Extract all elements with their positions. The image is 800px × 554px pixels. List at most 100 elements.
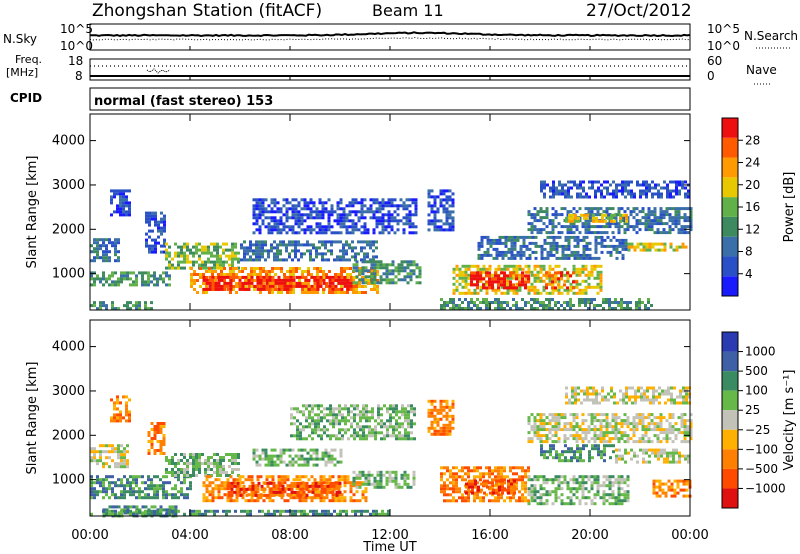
power-cell — [261, 207, 265, 211]
power-cell — [639, 183, 642, 187]
power-cell — [160, 232, 163, 236]
power-cell — [414, 213, 418, 217]
power-cell — [321, 240, 324, 244]
velocity-cell — [295, 496, 299, 500]
velocity-cell — [290, 413, 293, 417]
power-cell — [330, 252, 333, 256]
power-cell — [276, 219, 280, 223]
velocity-cell — [364, 476, 368, 480]
power-cell — [411, 198, 415, 202]
velocity-cell — [147, 452, 151, 455]
power-cell — [548, 219, 552, 223]
power-cell — [494, 307, 497, 310]
velocity-cell — [227, 484, 231, 488]
power-cell — [574, 219, 577, 223]
velocity-cell — [183, 474, 186, 477]
power-cell — [647, 222, 651, 226]
power-cell — [461, 270, 465, 274]
power-cell — [515, 274, 518, 278]
power-cell — [163, 244, 166, 248]
power-cell — [363, 240, 366, 244]
velocity-cell — [126, 509, 129, 513]
power-cell — [561, 253, 565, 257]
power-cell — [261, 219, 265, 223]
velocity-cell — [440, 478, 443, 482]
power-cell — [138, 307, 141, 311]
power-cell — [536, 301, 539, 304]
power-cell — [110, 213, 113, 217]
nsky-label: N.Sky — [3, 32, 37, 46]
velocity-cell — [446, 499, 449, 503]
velocity-cell — [392, 425, 395, 429]
power-cell — [235, 291, 238, 294]
power-cell — [336, 204, 340, 208]
power-cell — [480, 244, 484, 248]
power-cell — [494, 280, 497, 284]
power-cell — [464, 264, 468, 268]
velocity-cell — [232, 499, 236, 503]
power-cell — [231, 254, 234, 258]
velocity-cell — [297, 509, 300, 513]
velocity-cell — [473, 493, 476, 497]
velocity-cell — [365, 410, 368, 414]
power-cell — [439, 189, 443, 193]
velocity-cell — [385, 479, 389, 483]
power-cell — [384, 228, 388, 232]
velocity-cell — [338, 484, 342, 488]
velocity-cell — [99, 481, 102, 485]
power-cell — [126, 277, 129, 281]
power-cell — [165, 274, 168, 278]
power-cell — [294, 246, 297, 250]
power-cell — [301, 282, 304, 285]
power-cell — [148, 235, 151, 239]
velocity-cell — [403, 482, 407, 486]
power-cell — [225, 260, 228, 264]
velocity-cell — [345, 512, 348, 516]
power-cell — [477, 247, 481, 251]
velocity-cell — [359, 419, 362, 423]
power-cell — [120, 271, 123, 275]
velocity-cell — [256, 487, 260, 491]
power-cell — [519, 250, 523, 254]
power-cell — [297, 216, 301, 220]
power-cell — [339, 231, 343, 235]
power-cell — [387, 231, 391, 235]
velocity-cell — [347, 419, 350, 423]
power-cell — [672, 195, 675, 199]
power-cell — [418, 281, 422, 285]
power-cell — [409, 260, 413, 264]
velocity-cell — [225, 453, 228, 456]
power-cell — [195, 242, 198, 246]
velocity-cell — [356, 404, 359, 408]
velocity-cell — [509, 466, 512, 470]
power-cell — [180, 254, 183, 258]
power-cell — [491, 277, 494, 281]
velocity-cell — [380, 419, 383, 423]
velocity-cell — [111, 450, 114, 454]
power-cell — [533, 273, 537, 277]
power-cell — [261, 222, 265, 226]
velocity-cell — [286, 484, 290, 488]
power-cell — [258, 198, 262, 202]
power-cell — [183, 251, 186, 255]
power-cell — [536, 219, 540, 223]
velocity-cell — [237, 453, 240, 456]
power-cell — [621, 180, 624, 184]
power-cell — [159, 277, 162, 281]
power-cell — [645, 192, 648, 196]
velocity-cell — [125, 419, 128, 423]
power-cell — [611, 222, 615, 226]
velocity-cell — [195, 509, 198, 513]
power-cell — [612, 180, 615, 184]
velocity-cell — [382, 485, 386, 489]
power-cell — [387, 216, 391, 220]
power-cell — [229, 267, 232, 270]
power-cell — [93, 250, 96, 254]
power-cell — [319, 278, 323, 282]
power-cell — [255, 198, 259, 202]
velocity-cell — [129, 493, 132, 497]
power-cell — [322, 273, 325, 276]
power-cell — [458, 307, 461, 310]
velocity-cell — [213, 462, 216, 465]
power-cell — [542, 210, 546, 214]
